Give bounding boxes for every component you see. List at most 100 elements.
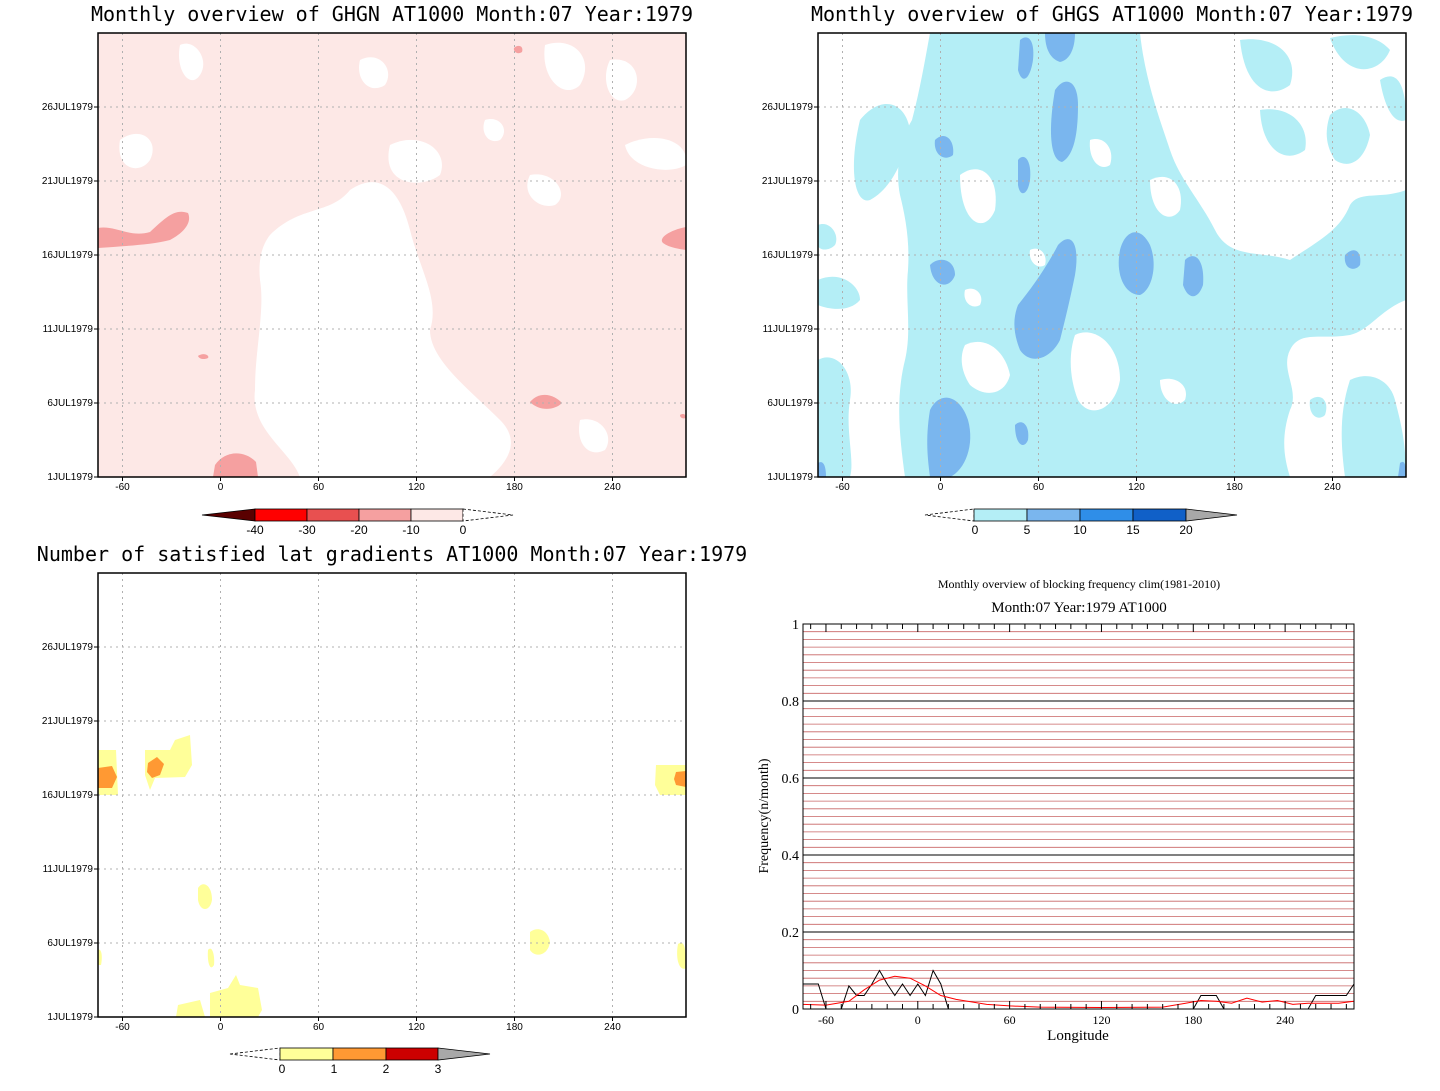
gradients-cb-label-2: 2 — [383, 1062, 390, 1076]
line-y-tick-label: 0 — [792, 1003, 799, 1018]
gradients-cb-label-3: 3 — [435, 1062, 442, 1076]
gradients-colorbar-arrow-high — [437, 1047, 491, 1061]
gradients-title: Number of satisfied lat gradients AT1000… — [37, 542, 747, 566]
ghgn-y-tick-label: 1JUL1979 — [47, 472, 93, 483]
ghgs-y-tick-label: 6JUL1979 — [767, 398, 813, 409]
gradients-y-tick-label: 16JUL1979 — [42, 790, 94, 801]
ghgs-cb-label-1: 5 — [1024, 523, 1031, 537]
line-x-axis-label: Longitude — [1047, 1028, 1109, 1044]
ghgn-colorbar-seg-4 — [410, 508, 464, 522]
gradients-grid — [98, 573, 686, 1017]
ghgn-x-tick-label: 180 — [506, 482, 523, 493]
ghgs-x-tick-label: 120 — [1128, 482, 1145, 493]
gradients-colorbar-seg-3 — [385, 1047, 439, 1061]
gradients-colorbar-arrow-low — [229, 1047, 281, 1061]
ghgs-colorbar: 0 5 10 15 20 — [924, 508, 1238, 537]
ghgn-cb-label-2: -20 — [350, 523, 368, 537]
ghgn-cb-label-4: 0 — [460, 523, 467, 537]
gradients-x-ticks: -60 0 60 120 180 240 — [115, 1017, 621, 1033]
ghgn-y-tick-label: 26JUL1979 — [42, 102, 94, 113]
gradients-x-tick-label: 0 — [218, 1022, 224, 1033]
ghgs-white-holes — [960, 139, 1186, 411]
ghgs-colorbar-arrow-high — [1185, 508, 1238, 522]
ghgn-x-tick-label: -60 — [115, 482, 130, 493]
ghgn-colorbar-arrow-low — [201, 508, 256, 522]
line-top-ticks — [810, 624, 1347, 1009]
ghgn-x-tick-label: 240 — [604, 482, 621, 493]
ghgn-y-ticks: 1JUL1979 6JUL1979 11JUL1979 16JUL1979 21JUL1… — [42, 102, 98, 483]
gradients-cb-label-1: 1 — [331, 1062, 338, 1076]
ghgs-cb-label-0: 0 — [972, 523, 979, 537]
line-x-tick-label: 120 — [1092, 1013, 1110, 1027]
ghgn-y-tick-label: 11JUL1979 — [43, 324, 94, 335]
gradients-y-tick-label: 1JUL1979 — [47, 1012, 93, 1023]
ghgs-grid — [818, 33, 1406, 477]
ghgs-y-tick-label: 16JUL1979 — [762, 250, 814, 261]
ghgs-x-tick-label: 180 — [1226, 482, 1243, 493]
gradients-x-tick-label: 60 — [313, 1022, 325, 1033]
line-y-ticks: 0 0.2 0.4 0.6 0.8 1 — [782, 618, 800, 1018]
line-title: Monthly overview of blocking frequency c… — [938, 577, 1220, 591]
ghgs-colorbar-seg-2 — [1026, 508, 1081, 522]
ghgs-colorbar-seg-4 — [1132, 508, 1187, 522]
panel-blocking-frequency: Monthly overview of blocking frequency c… — [757, 577, 1355, 1044]
ghgs-cb-label-2: 10 — [1073, 523, 1087, 537]
line-frame — [802, 623, 1355, 1010]
gradients-y-tick-label: 21JUL1979 — [42, 716, 94, 727]
gradients-colorbar-seg-2 — [332, 1047, 387, 1061]
line-y-tick-label: 1 — [792, 618, 799, 633]
ghgn-x-ticks: -60 0 60 120 180 240 — [115, 477, 621, 493]
ghgn-title: Monthly overview of GHGN AT1000 Month:07… — [91, 2, 693, 26]
panel-ghgn: Monthly overview of GHGN AT1000 Month:07… — [42, 2, 693, 537]
line-x-tick-label: 240 — [1276, 1013, 1294, 1027]
panel-ghgs: Monthly overview of GHGS AT1000 Month:07… — [762, 2, 1413, 537]
ghgs-x-tick-label: 0 — [938, 482, 944, 493]
ghgs-colorbar-arrow-low — [924, 508, 975, 522]
ghgs-colorbar-seg-1 — [973, 508, 1028, 522]
ghgn-cb-label-1: -30 — [298, 523, 316, 537]
ghgs-title: Monthly overview of GHGS AT1000 Month:07… — [811, 2, 1413, 26]
line-y-tick-label: 0.2 — [782, 926, 800, 941]
ghgn-red-patches — [98, 45, 686, 477]
line-y-tick-label: 0.6 — [782, 772, 800, 787]
ghgn-y-tick-label: 21JUL1979 — [42, 176, 94, 187]
line-x-ticks: -60 0 60 120 180 240 — [818, 1013, 1294, 1027]
line-y-axis-label: Frequency(n/month) — [757, 758, 772, 873]
gradients-y-tick-label: 26JUL1979 — [42, 642, 94, 653]
ghgs-cb-label-4: 20 — [1179, 523, 1193, 537]
gradients-y-tick-label: 6JUL1979 — [47, 938, 93, 949]
line-x-tick-label: 60 — [1004, 1013, 1016, 1027]
ghgn-grid — [98, 33, 686, 477]
ghgn-cb-label-3: -10 — [402, 523, 420, 537]
ghgn-colorbar-seg-2 — [306, 508, 360, 522]
ghgs-x-tick-label: 240 — [1324, 482, 1341, 493]
ghgs-y-tick-label: 11JUL1979 — [763, 324, 814, 335]
line-y-tick-label: 0.8 — [782, 695, 800, 710]
gradients-colorbar-seg-1 — [279, 1047, 334, 1061]
ghgn-x-tick-label: 120 — [408, 482, 425, 493]
ghgs-x-tick-label: -60 — [835, 482, 850, 493]
ghgn-colorbar-seg-3 — [358, 508, 412, 522]
ghgs-y-tick-label: 26JUL1979 — [762, 102, 814, 113]
panel-gradients: Number of satisfied lat gradients AT1000… — [37, 542, 747, 1076]
gradients-colorbar: 0 1 2 3 — [229, 1047, 491, 1076]
ghgs-x-tick-label: 60 — [1033, 482, 1045, 493]
gradients-x-tick-label: 120 — [408, 1022, 425, 1033]
ghgn-colorbar-seg-1 — [254, 508, 308, 522]
ghgn-y-tick-label: 16JUL1979 — [42, 250, 94, 261]
ghgs-y-tick-label: 21JUL1979 — [762, 176, 814, 187]
ghgn-colorbar: -40 -30 -20 -10 0 — [201, 508, 514, 537]
ghgs-y-ticks: 1JUL1979 6JUL1979 11JUL1979 16JUL1979 21JUL1… — [762, 102, 818, 483]
gradients-orange-patches — [98, 757, 686, 788]
ghgs-y-tick-label: 1JUL1979 — [767, 472, 813, 483]
ghgs-cb-label-3: 15 — [1126, 523, 1140, 537]
line-x-tick-label: 0 — [915, 1013, 921, 1027]
ghgs-colorbar-seg-3 — [1079, 508, 1134, 522]
gradients-cb-label-0: 0 — [279, 1062, 286, 1076]
ghgn-x-tick-label: 0 — [218, 482, 224, 493]
ghgs-x-ticks: -60 0 60 120 180 240 — [835, 477, 1341, 493]
ghgn-cb-label-0: -40 — [246, 523, 264, 537]
line-subtitle: Month:07 Year:1979 AT1000 — [991, 600, 1166, 616]
line-y-tick-label: 0.4 — [782, 849, 800, 864]
